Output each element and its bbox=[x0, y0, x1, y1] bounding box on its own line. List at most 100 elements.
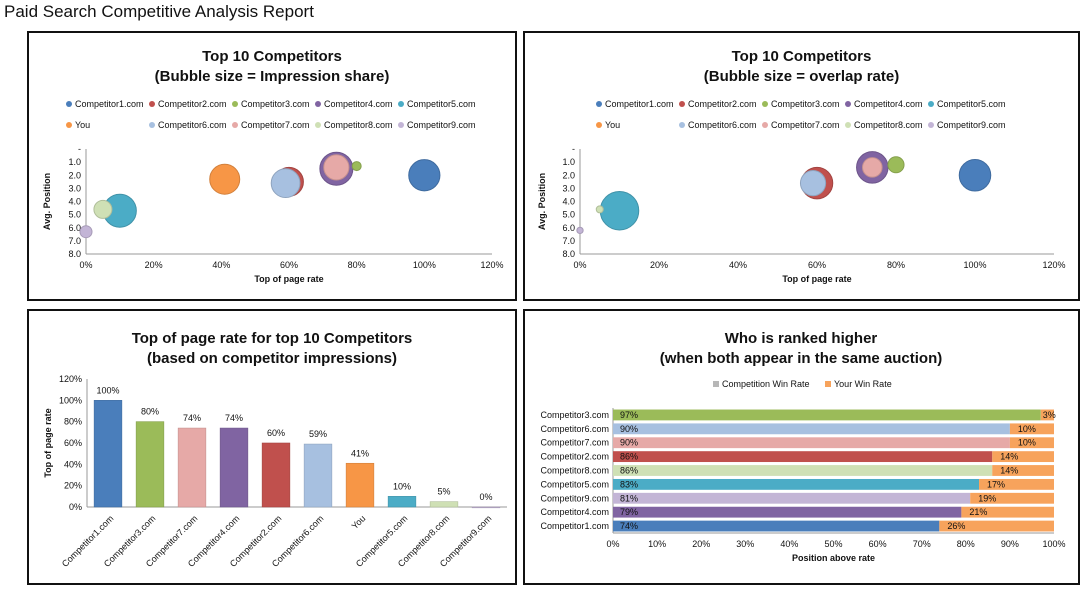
y-axis-title: Top of page rate bbox=[43, 408, 53, 477]
bubble-competitor3-com bbox=[887, 156, 905, 174]
chart-subtitle: (based on competitor impressions) bbox=[147, 350, 397, 367]
legend-label-competitor2-com: Competitor2.com bbox=[158, 99, 227, 109]
data-label-competitor8-com: 5% bbox=[437, 487, 450, 497]
data-label-you-competitor2-com: 14% bbox=[1000, 452, 1018, 462]
bubble-competitor9-com bbox=[576, 226, 584, 235]
bar-competitor2-com bbox=[261, 442, 291, 508]
ranked-higher-chart-panel: Who is ranked higher (when both appear in… bbox=[523, 309, 1080, 585]
data-label-competitor6-com: 59% bbox=[309, 429, 327, 439]
legend-marker-competitor1-com bbox=[596, 101, 602, 107]
bar-competition-competitor4-com bbox=[613, 506, 962, 518]
x-tick-label: 80% bbox=[887, 260, 905, 270]
legend-label-competitor6-com: Competitor6.com bbox=[158, 120, 227, 130]
legend-label-your-win-rate: Your Win Rate bbox=[834, 379, 892, 389]
bar-competition-competitor2-com bbox=[613, 451, 993, 463]
y-tick-label: 40% bbox=[64, 459, 82, 469]
data-label-competitor7-com: 74% bbox=[183, 413, 201, 423]
y-tick-label: 60% bbox=[64, 438, 82, 448]
x-tick-label: 0% bbox=[79, 260, 92, 270]
x-tick-label: 90% bbox=[1001, 539, 1019, 549]
y-tick-label: 1.0 bbox=[562, 157, 575, 167]
y-tick-label: 3.0 bbox=[68, 183, 81, 193]
x-tick-label: 40% bbox=[212, 260, 230, 270]
legend-marker-competitor5-com bbox=[928, 101, 934, 107]
bubble-competitor8-com bbox=[93, 199, 113, 219]
legend-label-competitor2-com: Competitor2.com bbox=[688, 99, 757, 109]
x-tick-label: 70% bbox=[913, 539, 931, 549]
legend-label-competitor8-com: Competitor8.com bbox=[854, 120, 923, 130]
bar-competition-competitor5-com bbox=[613, 478, 980, 490]
y-tick-label: 4.0 bbox=[562, 197, 575, 207]
data-label-you-competitor6-com: 10% bbox=[1018, 424, 1036, 434]
bar-you-competitor8-com bbox=[992, 465, 1054, 476]
chart-title: Top 10 Competitors bbox=[732, 48, 872, 65]
legend-label-you: You bbox=[605, 120, 620, 130]
chart-subtitle: (Bubble size = overlap rate) bbox=[704, 68, 899, 85]
y-tick-label: 2.0 bbox=[562, 170, 575, 180]
legend-marker-you bbox=[596, 122, 602, 128]
x-tick-label: 100% bbox=[413, 260, 436, 270]
legend-label-competitor5-com: Competitor5.com bbox=[407, 99, 476, 109]
bar-competitor4-com bbox=[219, 427, 249, 508]
legend-label-competitor9-com: Competitor9.com bbox=[937, 120, 1006, 130]
legend-label-competition-win-rate: Competition Win Rate bbox=[722, 379, 810, 389]
bubble-chart-overlap-rate-panel: Top 10 Competitors (Bubble size = overlap… bbox=[523, 31, 1080, 301]
legend-marker-competitor6-com bbox=[679, 122, 685, 128]
y-tick-label-competitor1-com: Competitor1.com bbox=[540, 521, 609, 531]
legend-label-competitor9-com: Competitor9.com bbox=[407, 120, 476, 130]
bar-competition-competitor8-com bbox=[613, 465, 993, 476]
y-tick-label-competitor4-com: Competitor4.com bbox=[540, 507, 609, 517]
y-tick-label: 80% bbox=[64, 417, 82, 427]
x-tick-label: 80% bbox=[957, 539, 975, 549]
bar-competition-competitor7-com bbox=[613, 437, 1010, 449]
legend-marker-competition-win-rate bbox=[713, 381, 719, 387]
y-tick-label-competitor7-com: Competitor7.com bbox=[540, 438, 609, 448]
y-tick-label-competitor8-com: Competitor8.com bbox=[540, 466, 609, 476]
legend-marker-competitor2-com bbox=[679, 101, 685, 107]
x-tick-label: 120% bbox=[1042, 260, 1065, 270]
legend-marker-competitor5-com bbox=[398, 101, 404, 107]
x-tick-label: 40% bbox=[729, 260, 747, 270]
legend-marker-competitor3-com bbox=[232, 101, 238, 107]
legend-label-competitor5-com: Competitor5.com bbox=[937, 99, 1006, 109]
legend-marker-competitor3-com bbox=[762, 101, 768, 107]
y-tick-label-competitor3-com: Competitor3.com bbox=[540, 410, 609, 420]
bubble-competitor8-com bbox=[595, 205, 604, 214]
x-tick-label: 60% bbox=[280, 260, 298, 270]
data-label-competition-competitor2-com: 86% bbox=[620, 452, 638, 462]
bar-you-competitor7-com bbox=[1009, 437, 1054, 449]
legend-marker-competitor9-com bbox=[398, 122, 404, 128]
bubble-competitor3-com bbox=[351, 161, 362, 172]
legend-marker-competitor7-com bbox=[762, 122, 768, 128]
legend-marker-competitor1-com bbox=[66, 101, 72, 107]
y-tick-label: 20% bbox=[64, 481, 82, 491]
x-tick-label: 10% bbox=[648, 539, 666, 549]
data-label-competition-competitor6-com: 90% bbox=[620, 424, 638, 434]
y-tick-label: 100% bbox=[59, 395, 82, 405]
bubble-you bbox=[209, 163, 241, 195]
x-axis-title: Top of page rate bbox=[254, 274, 323, 284]
data-label-competition-competitor9-com: 81% bbox=[620, 493, 638, 503]
bubble-competitor7-com bbox=[862, 157, 883, 178]
data-label-competitor1-com: 100% bbox=[96, 385, 119, 395]
bar-competitor6-com bbox=[303, 443, 333, 508]
data-label-you-competitor1-com: 26% bbox=[947, 521, 965, 531]
bar-you-competitor4-com bbox=[961, 506, 1054, 518]
legend-marker-competitor2-com bbox=[149, 101, 155, 107]
legend-marker-competitor4-com bbox=[845, 101, 851, 107]
bubble-competitor9-com bbox=[79, 225, 93, 239]
bubble-competitor1-com bbox=[958, 159, 992, 192]
legend-marker-you bbox=[66, 122, 72, 128]
x-tick-label: 60% bbox=[869, 539, 887, 549]
bar-you-competitor9-com bbox=[970, 492, 1054, 504]
y-tick-label-competitor9-com: Competitor9.com bbox=[540, 493, 609, 503]
data-label-competition-competitor5-com: 83% bbox=[620, 479, 638, 489]
chart-title: Top of page rate for top 10 Competitors bbox=[132, 330, 413, 347]
bar-competition-competitor9-com bbox=[613, 492, 971, 504]
legend-label-competitor6-com: Competitor6.com bbox=[688, 120, 757, 130]
y-tick-label: 4.0 bbox=[68, 197, 81, 207]
data-label-competition-competitor3-com: 97% bbox=[620, 410, 638, 420]
bar-competitor5-com bbox=[387, 496, 417, 508]
x-tick-label: 100% bbox=[1042, 539, 1065, 549]
bar-competitor9-com bbox=[471, 506, 501, 509]
